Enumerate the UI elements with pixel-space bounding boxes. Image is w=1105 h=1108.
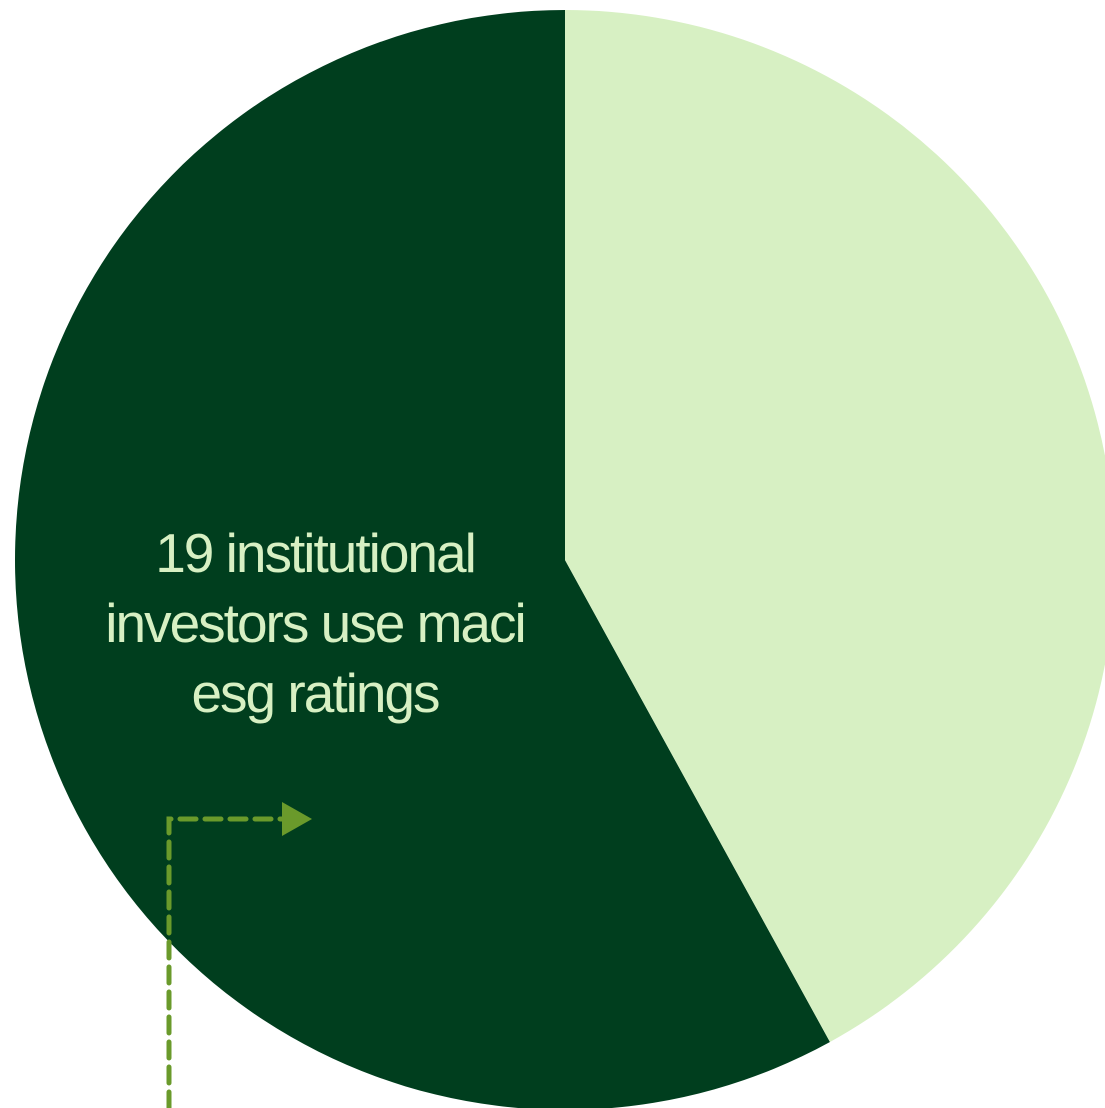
pie-slices bbox=[15, 10, 1105, 1108]
annotation-connector bbox=[166, 802, 312, 1108]
pie-slice-0 bbox=[15, 10, 830, 1108]
connector-line bbox=[166, 816, 285, 1108]
slice-label: 19 institutional investors use maci esg … bbox=[105, 522, 526, 724]
connector-arrowhead bbox=[282, 802, 312, 836]
pie-slice-1 bbox=[565, 10, 1105, 1042]
